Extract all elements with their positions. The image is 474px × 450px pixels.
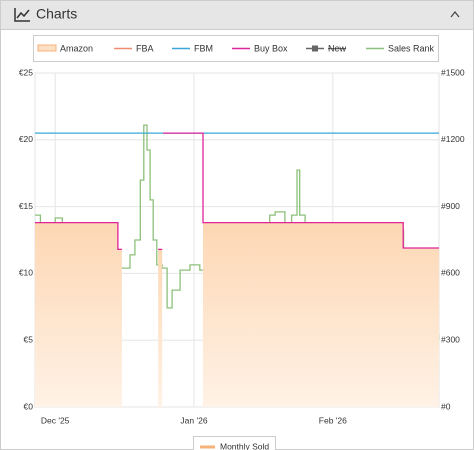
y-tick-label: €0 — [24, 401, 34, 411]
legend-label: New — [328, 43, 347, 53]
y-tick-label: €5 — [24, 334, 34, 344]
line — [35, 221, 122, 251]
legend-label: Amazon — [60, 43, 93, 53]
y2-tick-label: #1500 — [441, 67, 465, 77]
x-tick-label: Dec '25 — [41, 415, 70, 425]
monthly-sold-label: Monthly Sold — [220, 441, 269, 450]
collapse-caret[interactable] — [450, 11, 460, 18]
y-tick-label: €20 — [19, 134, 33, 144]
y-tick-label: €10 — [19, 268, 33, 278]
y2-tick-label: #1200 — [441, 134, 465, 144]
legend-label: FBA — [136, 43, 154, 53]
chart-icon — [14, 8, 30, 22]
y2-tick-label: #600 — [441, 268, 460, 278]
y2-tick-label: #300 — [441, 334, 460, 344]
legend-label: Sales Rank — [388, 43, 435, 53]
y2-tick-label: #0 — [441, 401, 451, 411]
y2-tick-label: #900 — [441, 201, 460, 211]
header-title: Charts — [36, 6, 77, 22]
x-tick-label: Feb '26 — [319, 415, 347, 425]
legend-marker — [312, 45, 318, 52]
legend-swatch — [37, 44, 57, 52]
line — [163, 132, 439, 249]
x-tick-label: Jan '26 — [180, 415, 207, 425]
y-tick-label: €15 — [19, 201, 33, 211]
legend-label: FBM — [194, 43, 213, 53]
area — [158, 249, 163, 407]
area — [202, 222, 439, 407]
area — [35, 222, 122, 407]
legend-label: Buy Box — [254, 43, 288, 53]
y-tick-label: €25 — [19, 67, 33, 77]
header-bar[interactable] — [0, 0, 474, 30]
